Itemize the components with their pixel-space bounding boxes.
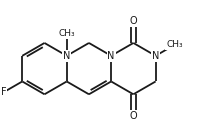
Text: CH₃: CH₃ bbox=[58, 29, 75, 38]
Text: O: O bbox=[130, 16, 137, 26]
Text: N: N bbox=[108, 51, 115, 61]
Text: CH₃: CH₃ bbox=[166, 40, 183, 49]
Text: N: N bbox=[152, 51, 159, 61]
Text: O: O bbox=[130, 111, 137, 121]
Text: N: N bbox=[63, 51, 70, 61]
Text: F: F bbox=[1, 87, 6, 97]
